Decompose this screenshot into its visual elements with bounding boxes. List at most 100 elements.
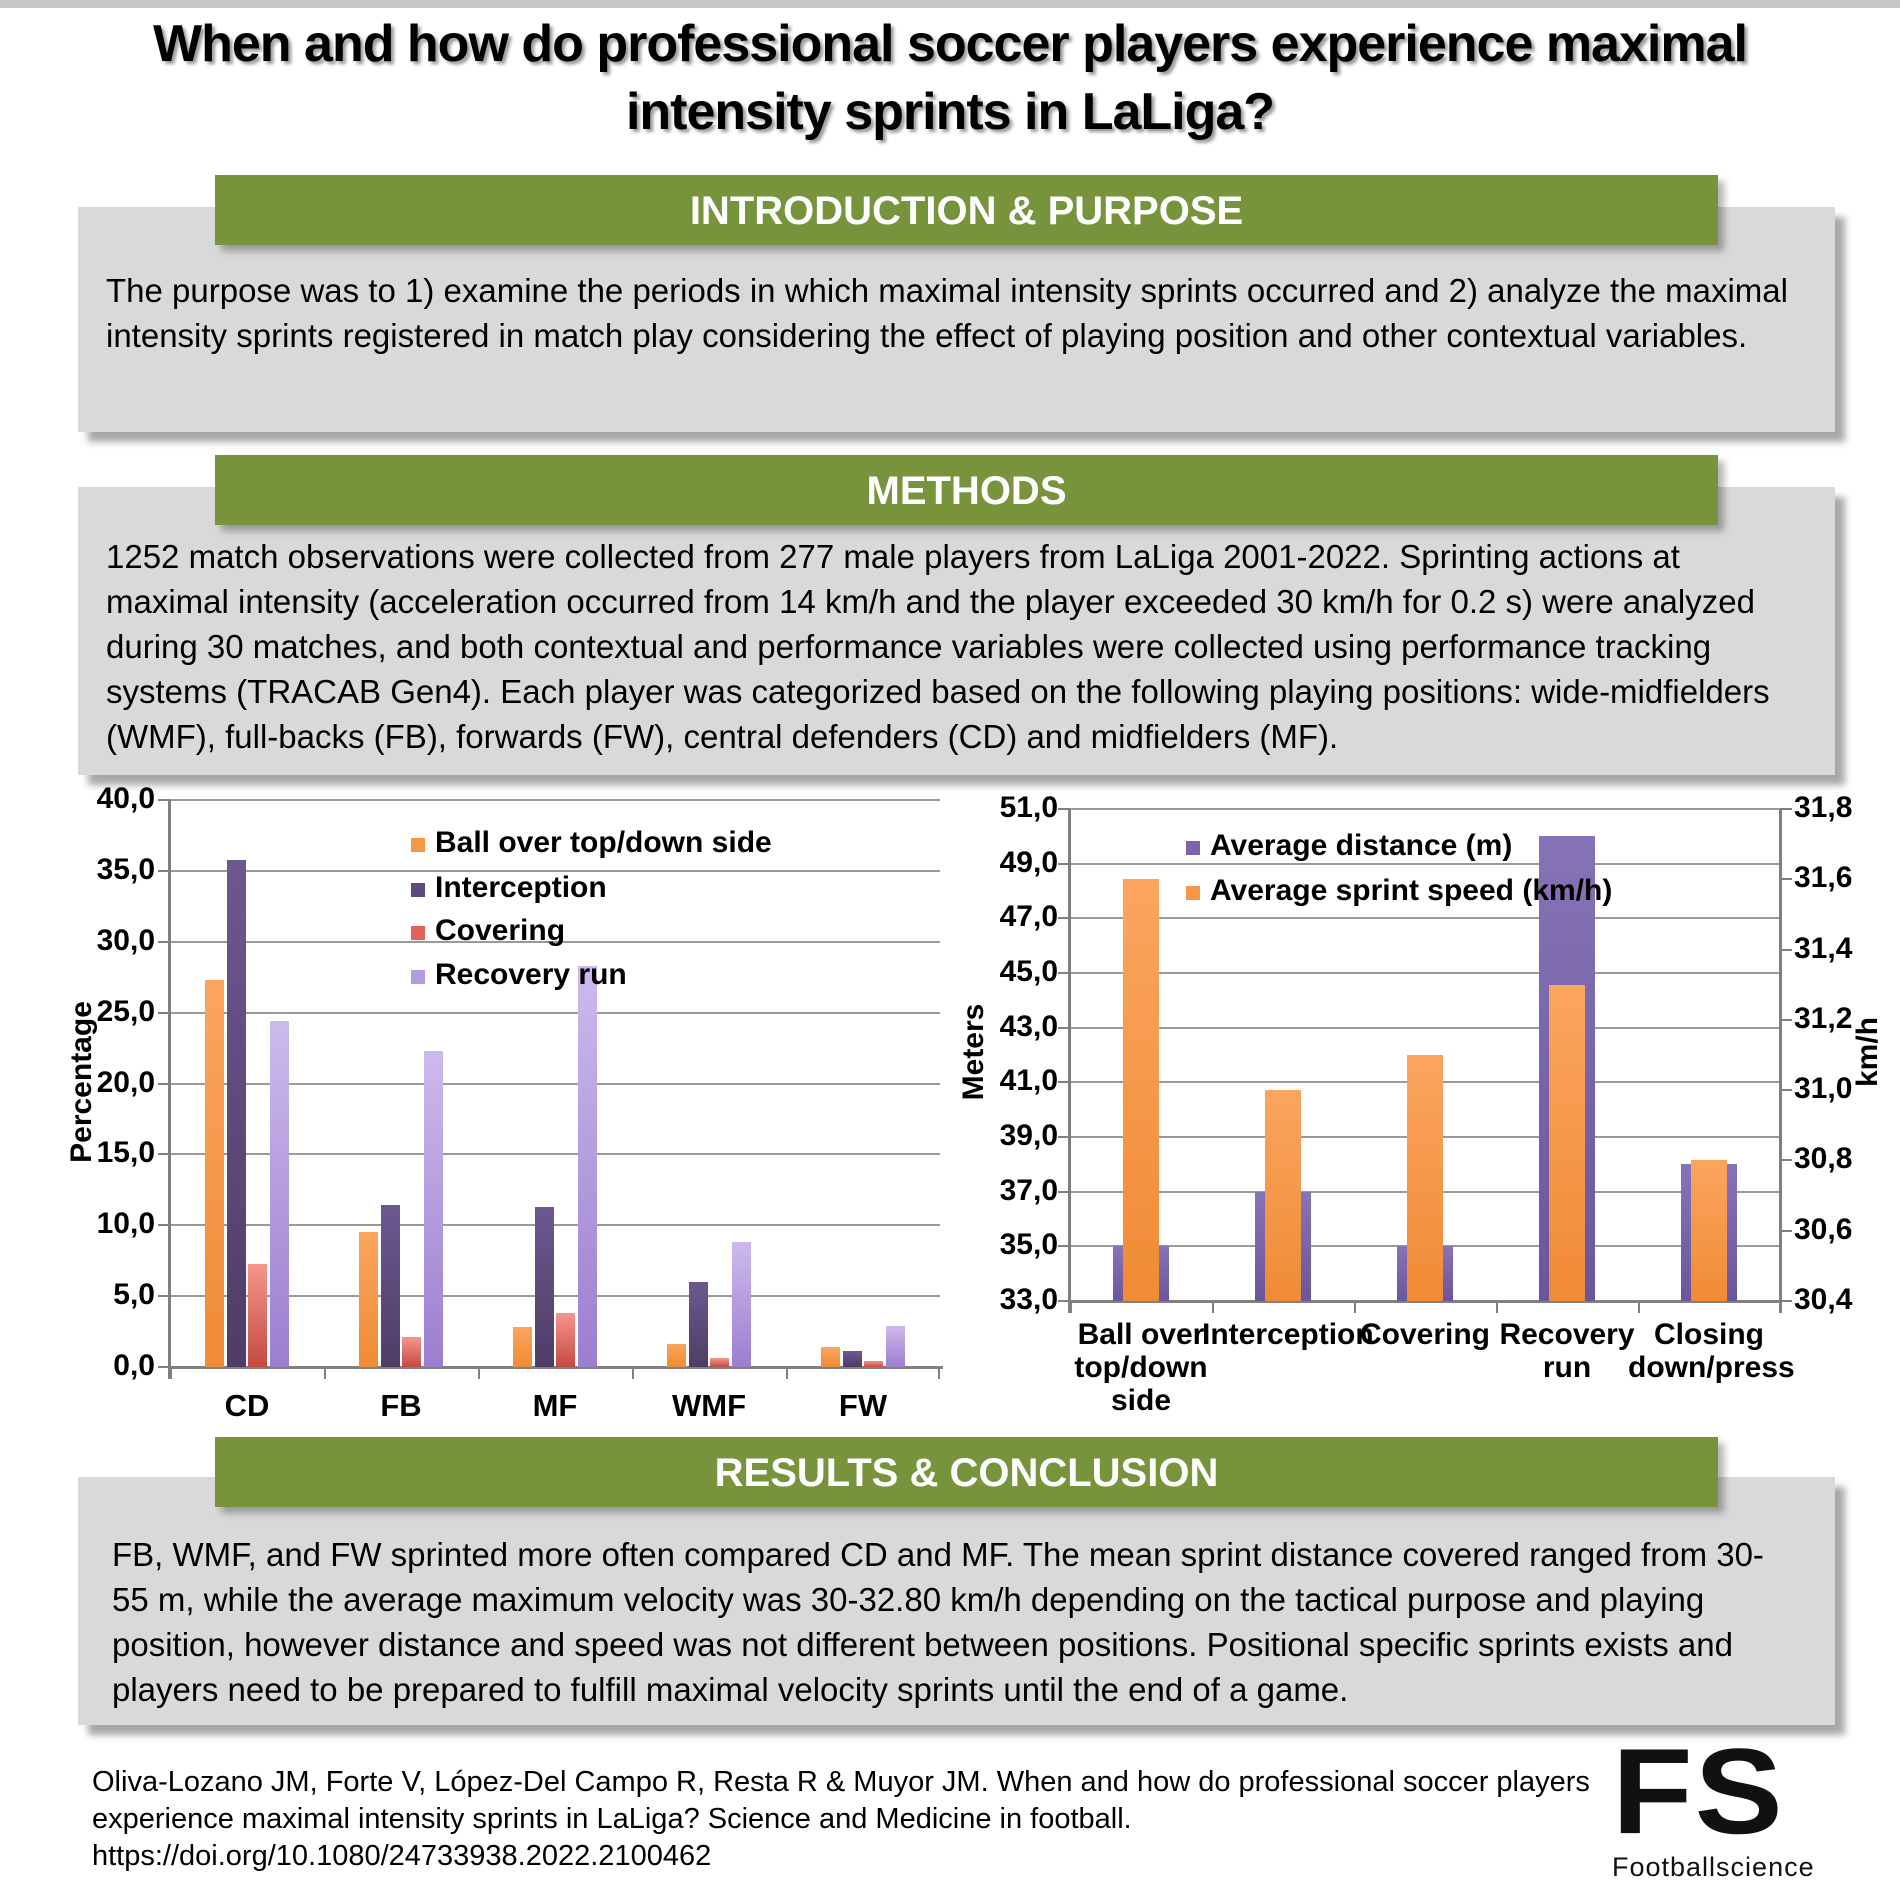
- right-chart-right-tick-label: 31,4: [1794, 931, 1853, 965]
- right-chart-ytick-left: [1058, 1026, 1070, 1029]
- right-chart-right-tick-label: 31,8: [1794, 791, 1853, 824]
- right-chart-xtick: [1354, 1301, 1356, 1313]
- left-chart-ytick-label: 35,0: [96, 852, 155, 886]
- right-chart-speed-bar: [1123, 879, 1159, 1301]
- left-chart-bar: [513, 1327, 532, 1367]
- left-chart-category-label: FW: [838, 1388, 888, 1423]
- results-body-text: FB, WMF, and FW sprinted more often comp…: [112, 1536, 1764, 1708]
- left-chart-category-label: FB: [380, 1388, 422, 1423]
- left-chart-ytick-label: 40,0: [96, 782, 155, 815]
- left-chart-xtick: [324, 1367, 326, 1379]
- right-chart-ytick-right: [1780, 878, 1792, 881]
- right-chart-left-tick-label: 49,0: [999, 845, 1058, 879]
- right-chart-speed-bar: [1407, 1055, 1443, 1301]
- right-chart-right-axis-title: km/h: [1851, 1016, 1884, 1088]
- right-chart-left-tick-label: 47,0: [999, 900, 1058, 934]
- right-chart-speed-bar: [1691, 1160, 1727, 1301]
- citation-line2: experience maximal intensity sprints in …: [92, 1803, 1132, 1835]
- right-chart-category-label: Ball over: [1077, 1318, 1205, 1351]
- right-chart-speed-bar: [1265, 1090, 1301, 1301]
- citation-line1: Oliva-Lozano JM, Forte V, López-Del Camp…: [92, 1766, 1590, 1798]
- left-chart-ytick: [158, 940, 170, 943]
- left-chart-legend-1-swatch: [411, 883, 425, 897]
- page-top-edge: [0, 0, 1900, 8]
- right-chart-category-label: Covering: [1359, 1318, 1491, 1351]
- right-chart-ytick-left: [1058, 1081, 1070, 1084]
- methods-body-text: 1252 match observations were collected f…: [106, 538, 1770, 755]
- poster-title-line2: intensity sprints in LaLiga?: [625, 83, 1275, 141]
- left-chart-gridline: [170, 869, 940, 872]
- right-chart-gridline: [1070, 972, 1780, 974]
- right-chart-ytick-left: [1058, 972, 1070, 974]
- right-chart-ytick-right: [1780, 1229, 1792, 1232]
- left-chart-bar: [205, 980, 224, 1367]
- right-chart-ytick-left: [1058, 1136, 1070, 1138]
- right-chart-left-tick-label: 33,0: [999, 1283, 1058, 1316]
- left-chart-ytick-label: 30,0: [96, 923, 155, 957]
- left-chart-gridline: [170, 1082, 940, 1085]
- right-chart-legend-1-label: Average sprint speed (km/h): [1210, 874, 1613, 907]
- citation: Oliva-Lozano JM, Forte V, López-Del Camp…: [92, 1764, 1592, 1875]
- left-chart-ytick: [158, 1295, 170, 1298]
- left-chart-ytick: [158, 799, 170, 801]
- right-chart-xtick: [1070, 1301, 1072, 1313]
- left-chart-ytick-label: 5,0: [113, 1278, 155, 1312]
- left-chart-legend-2-swatch: [411, 926, 425, 940]
- left-chart-bar: [423, 1050, 443, 1367]
- right-chart-gridline: [1070, 808, 1780, 810]
- left-chart-gridline: [170, 1295, 940, 1298]
- left-chart-xtick: [938, 1367, 940, 1379]
- left-chart-ytick-label: 0,0: [113, 1349, 155, 1382]
- left-chart-ytick: [158, 1011, 170, 1014]
- right-chart-right-tick-label: 31,0: [1794, 1072, 1853, 1106]
- left-chart-legend-2-label: Covering: [435, 914, 566, 947]
- right-chart-category-label: side: [1110, 1384, 1172, 1417]
- right-chart-right-tick-label: 30,8: [1794, 1142, 1853, 1176]
- results-header: RESULTS & CONCLUSION: [215, 1437, 1718, 1507]
- right-chart-right-tick-label: 31,2: [1794, 1001, 1853, 1035]
- right-chart-left-tick-label: 41,0: [999, 1064, 1058, 1098]
- left-chart-bar: [226, 859, 246, 1367]
- right-chart-gridline: [1070, 1026, 1780, 1029]
- left-chart-gridline: [170, 940, 940, 943]
- left-chart-y-axis-title: Percentage: [65, 1001, 98, 1163]
- left-chart-ytick: [158, 1082, 170, 1085]
- left-chart-legend-0-label: Ball over top/down side: [435, 826, 772, 859]
- left-chart-bar: [842, 1351, 862, 1367]
- right-chart-category-label: run: [1542, 1351, 1592, 1384]
- right-chart-ytick-right: [1780, 948, 1792, 951]
- right-chart-xtick: [1496, 1301, 1498, 1313]
- right-chart-right-tick-label: 31,6: [1794, 861, 1853, 895]
- left-chart-bar: [885, 1325, 905, 1367]
- right-chart-ytick-left: [1058, 1300, 1070, 1302]
- right-chart-legend-1-swatch: [1186, 886, 1200, 900]
- right-chart-right-tick-label: 30,6: [1794, 1212, 1853, 1246]
- right-chart-legend-0-label: Average distance (m): [1210, 829, 1513, 862]
- left-chart-category-label: MF: [532, 1388, 578, 1423]
- right-chart-ytick-left: [1058, 1190, 1070, 1193]
- left-chart-legend-3-label: Recovery run: [435, 958, 627, 991]
- right-chart-gridline: [1070, 917, 1780, 920]
- right-chart-ytick-right: [1780, 1300, 1792, 1302]
- left-chart-xtick: [170, 1367, 172, 1379]
- left-chart-ytick-label: 10,0: [96, 1207, 155, 1241]
- right-chart-xtick: [1638, 1301, 1640, 1313]
- left-chart-bar: [248, 1263, 267, 1367]
- footballscience-logo: FS Footballscience: [1612, 1730, 1862, 1883]
- left-chart-ytick-label: 15,0: [96, 1136, 155, 1170]
- left-chart-legend-3-swatch: [411, 970, 425, 984]
- left-chart-category-label: WMF: [671, 1388, 747, 1423]
- right-chart-left-tick-label: 37,0: [999, 1173, 1058, 1207]
- intro-body-text: The purpose was to 1) examine the period…: [106, 272, 1788, 354]
- right-chart-right-tick-label: 30,4: [1794, 1283, 1853, 1316]
- left-chart-xtick: [632, 1367, 634, 1379]
- left-chart-bar: [402, 1337, 421, 1367]
- left-chart-x-axis: [170, 1366, 943, 1369]
- left-chart-y-axis: [168, 800, 171, 1379]
- left-chart-bar: [534, 1206, 554, 1367]
- left-chart-bar: [864, 1361, 883, 1367]
- right-chart-category-label: Interception: [1202, 1318, 1374, 1351]
- left-chart-ytick: [158, 1153, 170, 1156]
- right-chart-category-label: Recovery: [1499, 1318, 1635, 1351]
